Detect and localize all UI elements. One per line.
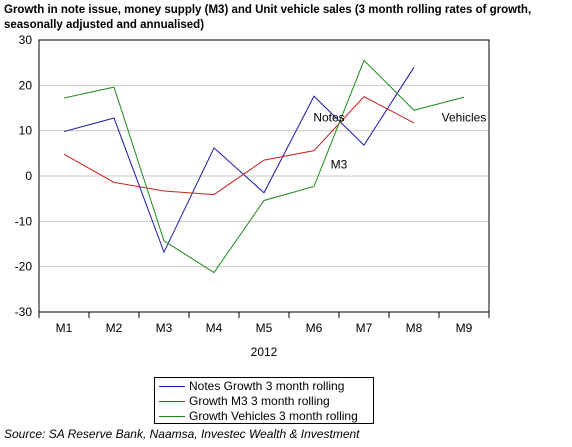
plot-border: [38, 39, 490, 313]
x-tick-label: M6: [306, 321, 323, 335]
series-label-m3: M3: [331, 158, 348, 172]
legend-swatch: [159, 400, 185, 402]
gridlines: [38, 39, 490, 313]
y-tick-label: 30: [19, 33, 33, 47]
x-tick-label: M1: [56, 321, 73, 335]
legend-item: Growth M3 3 month rolling: [155, 394, 373, 408]
x-tick-label: M4: [206, 321, 223, 335]
x-tick-label: M8: [406, 321, 423, 335]
series-labels: Notes M3 Vehicles: [313, 111, 486, 172]
y-tick-label: -30: [15, 305, 33, 319]
x-tick-label: M2: [106, 321, 123, 335]
y-axis-tick-labels: 30 20 10 0 -10 -20 -30: [15, 33, 33, 319]
x-axis-tick-labels: M1 M2 M3 M4 M5 M6 M7 M8 M9: [38, 312, 490, 335]
x-tick-label: M7: [356, 321, 373, 335]
legend-swatch: [159, 385, 185, 387]
y-tick-label: -10: [15, 214, 33, 228]
legend-label: Notes Growth 3 month rolling: [189, 379, 345, 393]
y-tick-label: 20: [19, 78, 33, 92]
series-line-notes: [63, 66, 415, 254]
source-note: Source: SA Reserve Bank, Naamsa, Investe…: [4, 427, 360, 441]
legend-label: Growth Vehicles 3 month rolling: [189, 409, 358, 423]
series-line-m3: [63, 96, 415, 196]
chart-title: Growth in note issue, money supply (M3) …: [4, 4, 532, 31]
legend-swatch: [159, 415, 185, 417]
y-tick-label: 10: [19, 124, 33, 138]
x-tick-label: M3: [156, 321, 173, 335]
series-label-vehicles: Vehicles: [442, 111, 487, 125]
legend-label: Growth M3 3 month rolling: [189, 394, 330, 408]
y-tick-label: -20: [15, 260, 33, 274]
chart-legend: Notes Growth 3 month rolling Growth M3 3 …: [154, 377, 374, 424]
x-axis-label: 2012: [251, 345, 278, 359]
series-label-notes: Notes: [313, 111, 344, 125]
y-tick-label: 0: [25, 169, 32, 183]
legend-item: Notes Growth 3 month rolling: [155, 379, 373, 393]
x-tick-label: M9: [456, 321, 473, 335]
series-line-vehicles: [63, 59, 465, 274]
x-tick-label: M5: [256, 321, 273, 335]
legend-item: Growth Vehicles 3 month rolling: [155, 409, 373, 423]
series-lines: [63, 59, 465, 274]
